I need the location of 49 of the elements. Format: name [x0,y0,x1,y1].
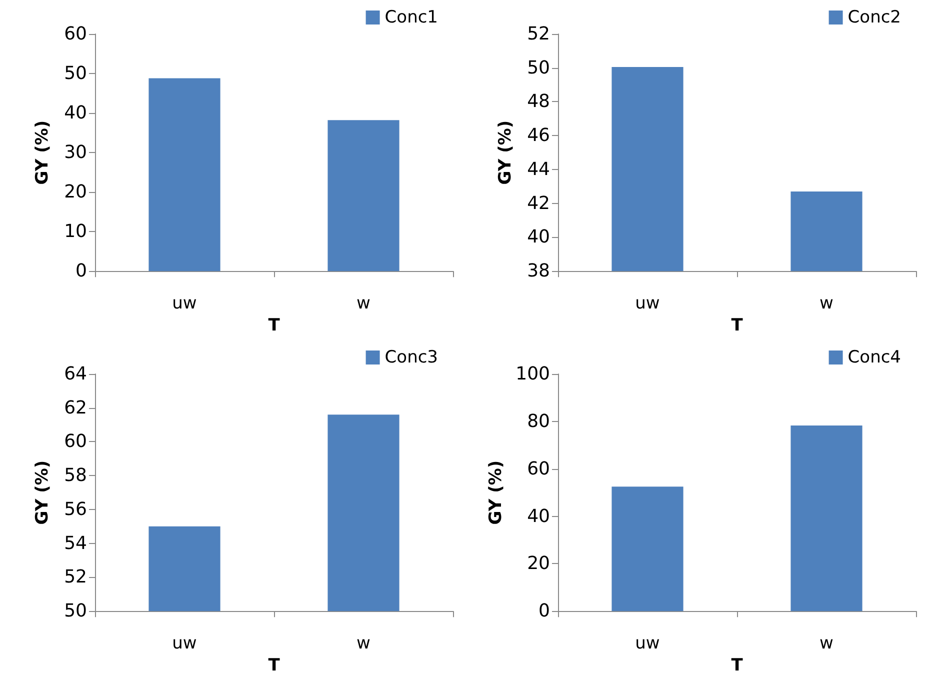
x-axis-title: T [731,316,744,336]
y-tick-label: 40 [527,226,550,248]
y-axis-title: GY (%) [496,120,516,185]
x-tick-label: uw [635,634,660,654]
x-axis-title: T [268,656,280,676]
y-tick-label: 38 [527,260,550,282]
y-tick-label: 64 [64,364,87,384]
y-tick-label: 52 [64,566,87,588]
y-tick-label: 100 [516,364,550,384]
x-axis-title: T [731,656,744,676]
y-axis-title: GY (%) [486,460,506,525]
y-tick-label: 80 [527,410,550,432]
x-tick-label: w [356,634,371,654]
y-tick-label: 46 [527,125,550,146]
y-tick-label: 42 [527,192,550,214]
x-tick-label: uw [172,634,197,654]
y-tick-label: 58 [64,465,87,486]
legend-label: Conc4 [848,348,902,368]
y-tick-label: 10 [64,221,87,242]
legend-label: Conc2 [848,8,902,28]
y-tick-label: 44 [527,158,550,180]
y-tick-label: 50 [64,63,87,84]
y-tick-label: 62 [64,397,87,418]
legend-label: Conc3 [384,348,438,368]
y-tick-label: 0 [76,260,87,282]
x-axis-title: T [268,316,280,336]
y-tick-label: 50 [527,57,550,78]
y-tick-label: 30 [64,142,87,164]
y-axis-title: GY (%) [32,120,52,185]
y-tick-label: 50 [64,600,87,622]
y-tick-label: 60 [64,24,87,44]
y-tick-label: 40 [64,102,87,124]
y-tick-label: 60 [527,458,550,480]
x-tick-label: w [820,294,834,314]
y-tick-label: 60 [64,431,87,452]
x-tick-label: uw [172,294,197,314]
y-tick-label: 0 [538,600,550,622]
y-axis-title: GY (%) [32,460,52,525]
y-tick-label: 48 [527,91,550,112]
y-tick-label: 20 [64,182,87,203]
x-tick-label: w [820,634,834,654]
y-tick-label: 52 [527,24,550,44]
legend-label: Conc1 [384,8,438,28]
y-tick-label: 20 [527,553,550,574]
y-tick-label: 54 [64,532,87,554]
y-tick-label: 56 [64,498,87,520]
x-tick-label: uw [635,294,660,314]
x-tick-label: w [356,294,371,314]
y-tick-label: 40 [527,506,550,527]
